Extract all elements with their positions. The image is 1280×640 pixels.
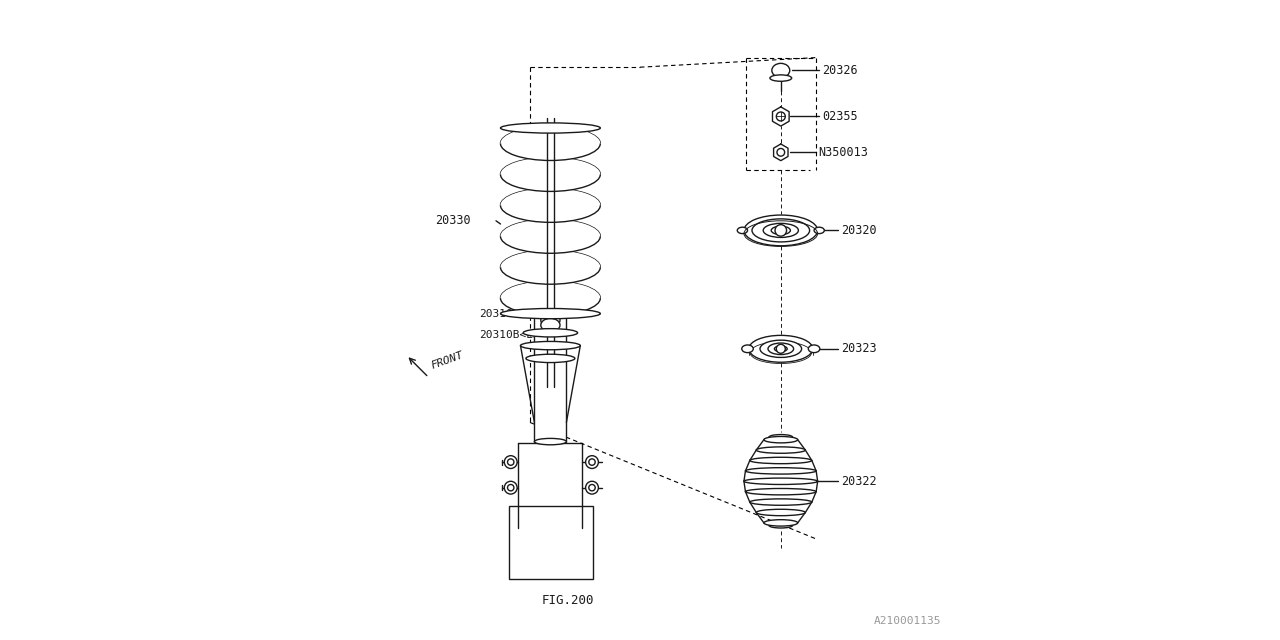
Text: N350013: N350013 — [819, 146, 868, 159]
Text: 20326: 20326 — [822, 64, 858, 77]
Bar — [547, 118, 554, 387]
Circle shape — [504, 456, 517, 468]
Ellipse shape — [764, 436, 797, 443]
Circle shape — [504, 481, 517, 494]
Ellipse shape — [500, 157, 600, 191]
Text: 20310B<LH>: 20310B<LH> — [479, 330, 547, 340]
Ellipse shape — [500, 127, 600, 161]
Ellipse shape — [814, 227, 824, 234]
Ellipse shape — [760, 340, 801, 357]
Text: 20323: 20323 — [841, 342, 877, 355]
Ellipse shape — [500, 308, 600, 319]
Ellipse shape — [540, 319, 561, 332]
Ellipse shape — [526, 355, 575, 362]
Ellipse shape — [769, 435, 792, 440]
Ellipse shape — [521, 342, 580, 350]
Ellipse shape — [745, 468, 817, 474]
Circle shape — [586, 481, 599, 494]
Text: 02355: 02355 — [822, 110, 858, 123]
Circle shape — [508, 459, 515, 465]
Ellipse shape — [500, 123, 600, 133]
Ellipse shape — [744, 215, 818, 246]
Ellipse shape — [774, 346, 787, 352]
Ellipse shape — [500, 250, 600, 284]
Ellipse shape — [771, 75, 791, 81]
Ellipse shape — [769, 523, 792, 528]
Ellipse shape — [535, 310, 566, 317]
Circle shape — [589, 459, 595, 465]
Text: 20310A<RH>: 20310A<RH> — [479, 308, 547, 319]
Ellipse shape — [500, 281, 600, 315]
Ellipse shape — [750, 458, 812, 464]
Text: A210001135: A210001135 — [873, 616, 941, 626]
Text: 20322: 20322 — [841, 475, 877, 488]
Ellipse shape — [737, 227, 748, 234]
Ellipse shape — [745, 488, 817, 495]
Circle shape — [586, 456, 599, 468]
Ellipse shape — [540, 312, 561, 328]
Ellipse shape — [500, 188, 600, 222]
Text: FRONT: FRONT — [430, 350, 465, 371]
Ellipse shape — [756, 509, 805, 516]
Ellipse shape — [742, 345, 753, 353]
Circle shape — [776, 225, 786, 236]
Ellipse shape — [756, 447, 805, 453]
Polygon shape — [773, 107, 788, 126]
Text: FIG.200: FIG.200 — [541, 594, 595, 607]
Text: 20330: 20330 — [435, 214, 471, 227]
Ellipse shape — [744, 478, 818, 484]
Bar — [508, 506, 594, 579]
Text: 20320: 20320 — [841, 224, 877, 237]
Ellipse shape — [500, 220, 600, 253]
Ellipse shape — [535, 438, 566, 445]
Ellipse shape — [768, 343, 794, 355]
Ellipse shape — [750, 499, 812, 506]
Ellipse shape — [753, 219, 809, 242]
Bar — [535, 314, 566, 442]
Circle shape — [777, 148, 785, 156]
Polygon shape — [773, 144, 788, 161]
Ellipse shape — [771, 227, 791, 235]
Ellipse shape — [763, 223, 799, 237]
Circle shape — [776, 112, 786, 121]
Ellipse shape — [764, 520, 797, 526]
Circle shape — [508, 484, 515, 491]
Ellipse shape — [749, 335, 813, 362]
Ellipse shape — [772, 63, 790, 77]
Ellipse shape — [524, 329, 577, 337]
Circle shape — [776, 344, 786, 353]
Ellipse shape — [809, 345, 820, 353]
Circle shape — [589, 484, 595, 491]
